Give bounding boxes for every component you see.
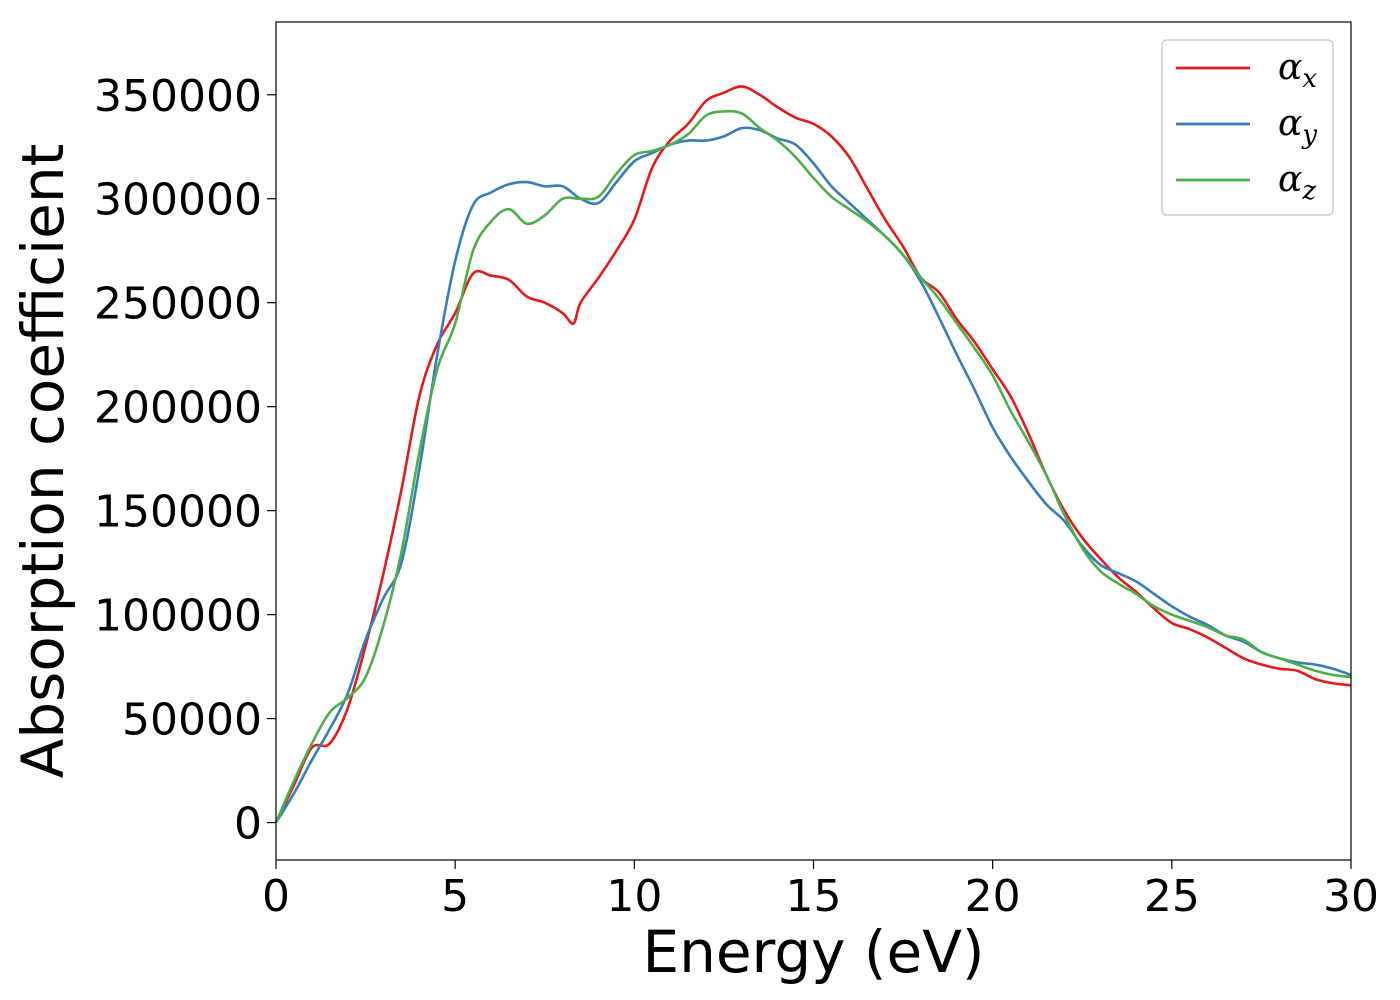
series-layer [274,85,1352,824]
legend-box [1161,39,1334,216]
legend-label-x: αx [1278,47,1317,94]
y-tick-label: 350000 [94,71,262,122]
y-axis-label: Absorption coefficient [9,144,77,779]
x-tick-label: 0 [262,871,290,922]
legend-label-z: αz [1278,159,1316,206]
y-tick-label: 200000 [94,383,262,434]
y-axis-ticks: 0 50000 100000 150000 200000 250000 300000 3500… [94,71,276,850]
x-tick-label: 25 [1144,871,1200,922]
series-line-y [274,126,1352,824]
x-axis-ticks: 0 5 10 15 20 25 30 [262,860,1379,922]
y-tick-label: 150000 [94,487,262,538]
legend: αx αy αz [1161,39,1334,216]
y-tick-label: 100000 [94,591,262,642]
y-tick-label: 50000 [122,695,262,746]
x-tick-label: 15 [786,871,842,922]
y-tick-label: 0 [234,799,262,850]
x-tick-label: 5 [441,871,469,922]
y-tick-label: 300000 [94,175,262,226]
y-tick-label: 250000 [94,279,262,330]
x-tick-label: 20 [965,871,1021,922]
x-tick-label: 10 [606,871,662,922]
legend-label-y: αy [1278,103,1317,150]
series-line-x [274,85,1352,824]
series-line-z [274,109,1352,824]
x-axis-label: Energy (eV) [642,918,984,986]
x-tick-label: 30 [1323,871,1379,922]
